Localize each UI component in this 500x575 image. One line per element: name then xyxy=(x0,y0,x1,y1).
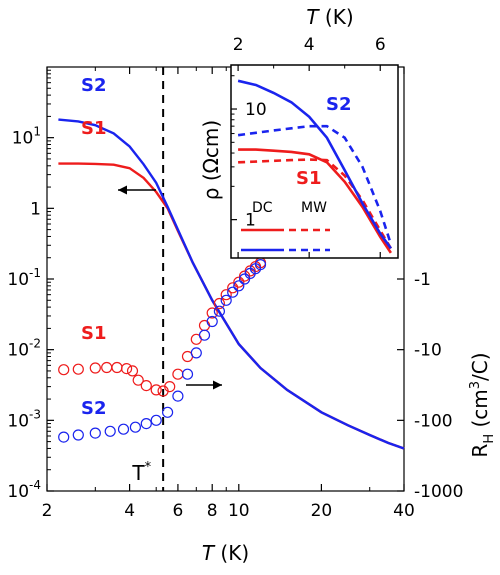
rh-point-s2 xyxy=(213,305,225,317)
inset-curve-s2-dc xyxy=(237,79,392,250)
rh-point-s1 xyxy=(140,380,152,392)
rh-point-s1 xyxy=(227,282,239,294)
inset-curve-s1-mw xyxy=(238,158,393,250)
rh-point-s1 xyxy=(213,297,225,310)
x-tick-label: 6 xyxy=(173,501,184,521)
rh-point-s2 xyxy=(140,418,152,430)
rh-point-s2 xyxy=(129,421,141,433)
rh-point-s1 xyxy=(111,361,123,374)
rh-point-s2 xyxy=(254,259,267,271)
rh-point-s2 xyxy=(220,294,232,306)
label-rho-s2: S2 xyxy=(81,75,107,96)
rh-point-s2 xyxy=(104,425,116,437)
arrow-right-axis-head xyxy=(213,380,222,390)
inset-y-tick-label: 1 xyxy=(245,211,256,231)
rh-point-s2 xyxy=(89,427,101,439)
label-rh-s1: S1 xyxy=(81,323,107,344)
rh-point-s2 xyxy=(150,414,162,426)
rh-point-s2 xyxy=(58,431,70,443)
inset-y-axis-title: ρ (Ωcm) xyxy=(199,120,223,200)
y-tick-label: 1 xyxy=(30,199,41,219)
rh-point-s1 xyxy=(172,368,184,380)
inset-x-tick-label: 6 xyxy=(375,35,386,55)
rh-point-s2 xyxy=(72,429,84,441)
rh-point-s1 xyxy=(206,307,218,319)
rh-point-s2 xyxy=(117,423,130,435)
inset-label-s2: S2 xyxy=(326,94,352,115)
label-rho-s1: S1 xyxy=(81,118,107,139)
rh-point-s2 xyxy=(206,315,218,328)
x-tick-label: 2 xyxy=(42,501,53,521)
main-plot: 2 4 6 8 10 20 40T (K)10-410-310-210-11101-1-10… xyxy=(7,66,497,565)
tstar-label: T* xyxy=(131,460,151,485)
rh-point-s1 xyxy=(72,363,84,375)
x-tick-label: 20 xyxy=(311,501,333,521)
y-right-tick-label: -1 xyxy=(414,270,431,290)
y-tick-label: 10-2 xyxy=(7,337,41,361)
rh-point-s2 xyxy=(227,286,239,298)
rh-point-s1 xyxy=(198,319,211,332)
x-tick-label: 4 xyxy=(124,501,135,521)
y-right-tick-label: -1000 xyxy=(414,482,463,502)
rh-point-s2 xyxy=(172,390,184,402)
rh-point-s1 xyxy=(220,289,232,301)
inset-y-tick-label: 10 xyxy=(245,100,267,120)
arrow-left-axis-head xyxy=(118,185,127,195)
rh-point-s1 xyxy=(126,365,139,377)
inset-x-tick-label: 2 xyxy=(233,35,244,55)
rh-point-s1 xyxy=(101,361,113,374)
legend-mw-label: MW xyxy=(301,200,327,216)
rh-point-s1 xyxy=(120,363,133,375)
rh-point-s1 xyxy=(89,362,101,374)
y-tick-label: 10-1 xyxy=(7,266,41,290)
inset-curve-s2-mw xyxy=(237,124,393,245)
x-axis-title: T (K) xyxy=(202,541,249,565)
rh-point-s2 xyxy=(239,273,251,285)
y-right-axis-title: RH (cm3/C) xyxy=(468,352,497,457)
inset-frame xyxy=(230,64,399,259)
x-tick-label: 40 xyxy=(393,501,415,521)
y-tick-label: 10-4 xyxy=(7,478,41,502)
x-tick-label: 8 xyxy=(207,501,218,521)
rh-point-s2 xyxy=(181,368,194,380)
y-tick-label: 101 xyxy=(12,125,41,149)
rh-point-s1 xyxy=(150,384,162,396)
rh-point-s1 xyxy=(164,381,176,393)
inset-curve-s1-dc xyxy=(238,148,392,254)
y-tick-label: 10-3 xyxy=(7,407,41,431)
rh-point-s2 xyxy=(190,347,202,359)
rh-point-s2 xyxy=(198,329,211,341)
y-right-tick-label: -10 xyxy=(414,341,442,361)
inset-plot: 2 4 6 T (K) 1 10 ρ (Ωcm) S2 S1 DC MW xyxy=(199,5,399,259)
legend-dc-label: DC xyxy=(252,200,273,216)
rho-curve-s2 xyxy=(58,118,405,450)
rh-point-s1 xyxy=(132,374,144,386)
label-rh-s2: S2 xyxy=(81,398,107,419)
inset-x-tick-label: 4 xyxy=(304,35,315,55)
rh-point-s1 xyxy=(58,364,70,376)
rh-point-s2 xyxy=(233,280,245,292)
x-tick-label: 10 xyxy=(228,501,250,521)
y-right-tick-label: -100 xyxy=(414,411,453,431)
rh-point-s2 xyxy=(162,406,174,418)
inset-x-axis-title: T (K) xyxy=(306,5,353,29)
rh-point-s1 xyxy=(233,276,245,288)
inset-label-s1: S1 xyxy=(296,168,322,189)
